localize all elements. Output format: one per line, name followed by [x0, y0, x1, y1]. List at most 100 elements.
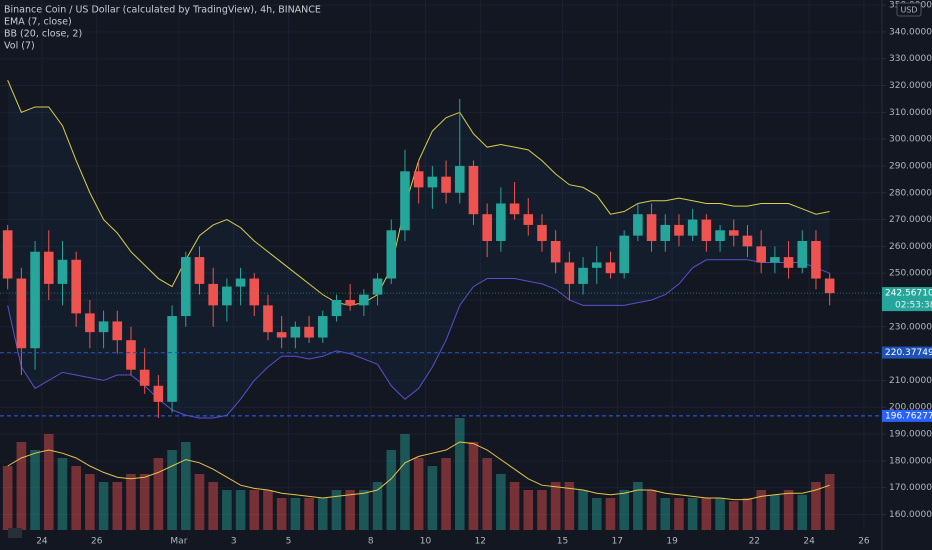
y-tick-label: 280.0000000: [889, 188, 932, 198]
volume-bar: [537, 490, 547, 530]
volume-bar: [400, 434, 410, 530]
volume-bar: [811, 482, 821, 530]
candle-body: [235, 278, 246, 287]
candle-body: [591, 262, 602, 268]
x-tick-label: 24: [36, 537, 48, 547]
volume-bar: [85, 474, 95, 530]
x-tick-label: 12: [475, 537, 486, 547]
candle-body: [715, 230, 725, 242]
y-tick-label: 310.0000000: [889, 108, 932, 118]
price-tag: [882, 287, 932, 312]
y-tick-label: 270.0000000: [889, 215, 932, 225]
volume-bar: [674, 498, 684, 530]
candle-body: [71, 259, 81, 314]
candle-body: [153, 385, 164, 402]
candle-body: [98, 321, 109, 333]
candle-body: [276, 332, 287, 338]
y-tick-label: 250.0000000: [889, 269, 932, 279]
y-tick-label: 300.0000000: [889, 135, 932, 145]
candle-body: [126, 340, 136, 370]
volume-bar: [153, 458, 164, 530]
volume-bar: [249, 490, 260, 530]
x-tick-label: 3: [231, 537, 237, 547]
volume-bar: [646, 490, 657, 530]
candle-body: [427, 176, 438, 188]
volume-bar: [660, 498, 671, 530]
candle-body: [317, 316, 328, 338]
candle-body: [454, 165, 465, 193]
x-tick-label: 22: [749, 537, 760, 547]
volume-bar: [605, 498, 616, 530]
x-tick-label: 8: [368, 537, 374, 547]
volume-bar: [413, 458, 424, 530]
volume-bar: [824, 474, 835, 530]
volume-bar: [427, 466, 438, 530]
volume-bar: [496, 474, 506, 530]
candle-body: [824, 278, 835, 294]
candle-body: [756, 246, 766, 263]
volume-bar: [235, 490, 246, 530]
price-tag-label: 220.3774999: [885, 348, 932, 358]
candle-body: [537, 224, 547, 242]
candle-body: [468, 165, 479, 215]
logo: [8, 528, 22, 538]
volume-bar: [633, 482, 643, 530]
volume-bar: [98, 482, 109, 530]
candle-body: [564, 262, 575, 284]
candle-body: [783, 257, 794, 268]
candle-body: [290, 326, 301, 338]
candle-body: [797, 241, 808, 268]
volume-bar: [30, 450, 40, 530]
volume-bar: [359, 490, 369, 530]
currency-badge[interactable]: [896, 2, 922, 17]
volume-bar: [317, 498, 328, 530]
volume-ma: [7, 441, 830, 501]
candle-body: [509, 203, 520, 215]
volume-bar: [386, 450, 397, 530]
volume-pane: [2, 418, 835, 530]
volume-bar: [687, 498, 698, 530]
price-tags: 242.5671085 02:53:38 220.3774999 196.762779…: [882, 287, 932, 422]
volume-bar: [550, 482, 561, 530]
volume-bar: [194, 474, 205, 530]
chart-title: Binance Coin / US Dollar (calculated by …: [4, 5, 321, 16]
volume-bar: [715, 498, 725, 530]
volume-bar: [180, 442, 191, 530]
volume-bar: [783, 490, 794, 530]
volume-bar: [290, 498, 301, 530]
volume-bar: [564, 482, 575, 530]
volume-bar: [591, 498, 602, 530]
y-tick-label: 160.0000000: [889, 510, 932, 520]
candle-body: [16, 278, 27, 349]
candle-body: [43, 251, 54, 284]
y-tick-label: 190.0000000: [889, 430, 932, 440]
candle-body: [687, 219, 698, 236]
grid: [0, 0, 882, 530]
volume-bar: [742, 498, 753, 530]
candle-body: [728, 230, 739, 236]
price-tag: [882, 346, 932, 359]
candle-body: [345, 299, 355, 306]
volume-bar: [208, 482, 218, 530]
candle-body: [400, 171, 410, 231]
volume-bar: [331, 490, 342, 530]
candle-body: [523, 214, 534, 225]
candle-body: [550, 241, 561, 263]
candle-body: [619, 235, 629, 274]
volume-bar: [304, 498, 314, 530]
candle-body: [2, 230, 13, 279]
volume-bar: [770, 494, 780, 530]
candle-body: [413, 171, 424, 188]
y-tick-label: 290.0000000: [889, 161, 932, 171]
volume-bar: [619, 490, 629, 530]
candle-body: [441, 176, 451, 193]
band-fill: [7, 80, 830, 418]
volume-bar: [167, 450, 177, 530]
candle-body: [57, 259, 68, 284]
volume-bar: [578, 490, 588, 530]
candle-body: [180, 257, 191, 317]
candle-body: [30, 251, 40, 349]
candle-body: [742, 235, 753, 247]
y-tick-label: 260.0000000: [889, 242, 932, 252]
